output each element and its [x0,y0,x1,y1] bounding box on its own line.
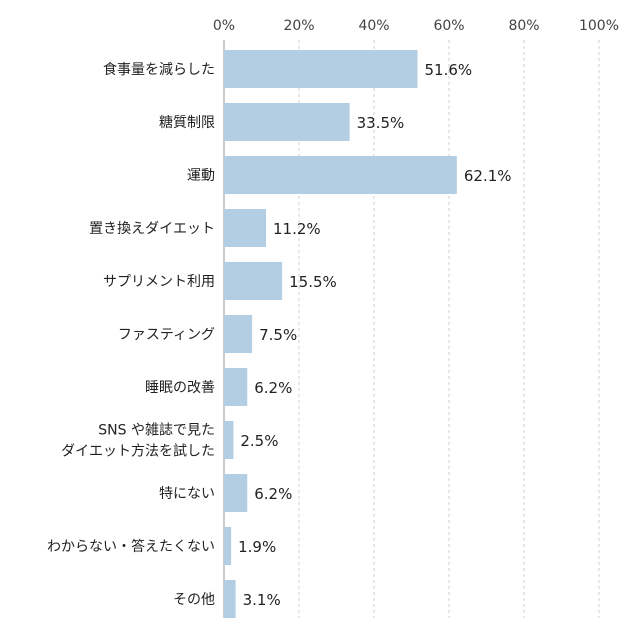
value-label: 33.5% [357,114,405,132]
category-label: SNS や雑誌で見た [98,423,215,439]
bar [224,209,266,247]
value-label: 2.5% [240,432,278,450]
value-label: 62.1% [464,167,512,185]
bar [224,262,283,300]
value-label: 7.5% [259,326,297,344]
category-label: 食事量を減らした [103,61,215,78]
bar [224,421,234,459]
value-label: 3.1% [243,591,281,609]
category-label: ファスティング [118,327,215,343]
value-label: 51.6% [425,61,473,79]
bar [224,580,236,618]
category-label: 特にない [159,486,215,502]
value-label: 6.2% [254,379,292,397]
bars [224,50,457,618]
bar [224,368,248,406]
x-tick-label: 20% [283,18,314,34]
x-tick-label: 100% [579,18,619,34]
category-label: 糖質制限 [159,115,215,131]
category-label: その他 [173,592,215,608]
category-label: サプリメント利用 [103,274,215,290]
category-label: ダイエット方法を試した [61,444,215,460]
x-axis-ticks: 0% 20% 40% 60% 80% 100% [213,18,619,34]
value-labels: 51.6% 33.5% 62.1% 11.2% 15.5% 7.5% 6.2% 2.5% 6.2… [238,61,511,609]
value-label: 15.5% [289,273,337,291]
category-label: 運動 [187,168,215,184]
bar [224,156,457,194]
x-tick-label: 40% [358,18,389,34]
category-labels: 食事量を減らした糖質制限運動置き換えダイエットサプリメント利用ファスティング睡眠… [47,61,215,608]
value-label: 11.2% [273,220,321,238]
x-tick-label: 0% [213,18,235,34]
category-label: 置き換えダイエット [89,221,215,237]
bar [224,474,248,512]
x-tick-label: 60% [433,18,464,34]
category-label: わからない・答えたくない [47,538,215,555]
value-label: 1.9% [238,538,276,556]
value-label: 6.2% [254,485,292,503]
bar [224,103,350,141]
bar [224,315,253,353]
category-label: 睡眠の改善 [145,380,215,396]
x-tick-label: 80% [508,18,539,34]
bar [224,50,418,88]
bar [224,527,232,565]
